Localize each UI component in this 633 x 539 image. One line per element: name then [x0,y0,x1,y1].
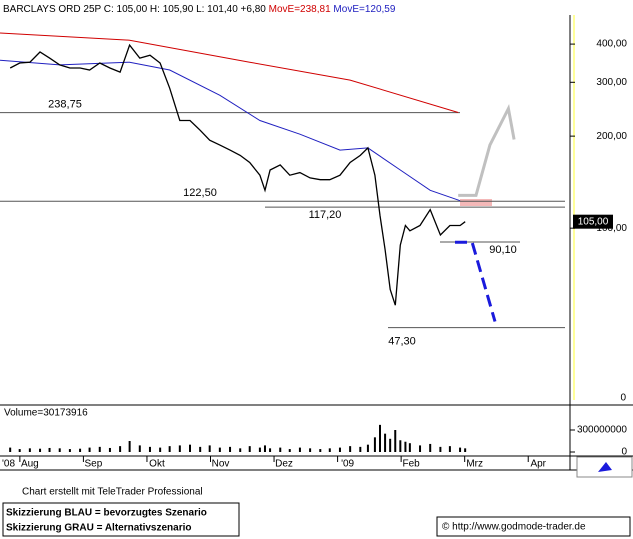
title-bg [0,3,440,16]
volume-bar [9,447,12,452]
legend-box [2,502,240,537]
x-tick-label: Dez [275,459,293,470]
x-tick-label: '09 [341,459,354,470]
volume-bar [319,449,322,452]
volume-bar [189,444,191,452]
volume-tick-label: 0 [621,447,627,458]
volume-bar [148,446,151,452]
volume-bar [128,441,131,452]
volume-bar [88,447,91,452]
volume-bar [98,446,101,452]
volume-bar [248,446,251,452]
volume-bar [269,448,272,452]
volume-bar [138,445,141,452]
volume-bar [168,446,171,452]
volume-label: Volume=30173916 [4,408,88,419]
volume-bar [199,446,202,452]
level-label: 90,10 [489,244,517,256]
volume-bar [298,447,301,452]
volume-bar [429,443,432,452]
volume-bar [263,445,266,452]
volume-bar [359,446,362,452]
volume-bar [208,445,211,452]
volume-bar [119,446,122,452]
scenario-label: Skizzierung GRAU = Alternativszenario [6,523,192,534]
volume-bar [404,441,407,452]
volume-bar [258,447,261,452]
scenario-line [458,103,516,197]
volume-bar [389,438,392,452]
source-box [436,516,631,537]
volume-bar [394,430,397,452]
volume-bar [39,448,42,452]
volume-bar [58,448,61,452]
volume-bar [108,447,111,452]
volume-bar [366,444,369,452]
volume-bar [48,447,51,452]
volume-bar [408,443,411,452]
volume-bar [229,446,232,452]
x-tick-label: Nov [212,459,230,470]
price-tag-label: 105,00 [578,216,609,227]
x-tick-label: Mrz [466,459,483,470]
volume-bar [419,445,422,452]
ma-label: MovE=238,81 [269,4,331,15]
volume-bar [338,447,341,452]
level-label: 47,30 [388,335,416,347]
tool-icon [598,462,612,472]
volume-bar [288,449,291,452]
level-label: 117,20 [309,209,342,221]
credit: Chart erstellt mit TeleTrader Profession… [22,487,203,498]
volume-bar [399,440,402,452]
level-label: 122,50 [183,187,217,199]
zone-marker [460,199,492,206]
volume-bar [349,446,352,452]
volume-bar [448,446,451,452]
volume-bar [279,447,282,452]
volume-bar [373,437,376,452]
scenario-line [455,240,497,322]
volume-bar [239,448,242,452]
volume-bar [68,449,71,452]
y-tick-label: 300,00 [596,77,627,88]
level-label: 238,75 [48,99,82,111]
volume-bar [464,448,467,452]
price-line [9,43,466,306]
chart-title: BARCLAYS ORD 25P C: 105,00 H: 105,90 L: … [3,4,396,15]
x-start-label: '08 [2,459,15,470]
volume-bar [178,445,181,452]
x-tick-label: Aug [21,459,39,470]
volume-bar [18,449,21,452]
x-tick-label: Sep [85,459,103,470]
volume-bar [379,424,381,452]
y-tick-label: 200,00 [596,131,627,142]
volume-tick-label: 300000000 [577,425,627,436]
volume-bar [79,448,82,452]
moving-average [0,59,461,202]
title: BARCLAYS ORD 25P C: 105,00 H: 105,90 L: … [3,4,266,15]
volume-bar [384,433,387,452]
volume-bar [309,448,312,452]
volume-bar [159,447,162,452]
volume-bar [218,447,221,452]
volume-bar [28,448,31,452]
scenario-label: Skizzierung BLAU = bevorzugtes Szenario [6,508,207,519]
volume-bar [439,446,442,452]
ma-label: MovE=120,59 [333,4,395,15]
source[interactable]: © http://www.godmode-trader.de [442,522,586,533]
price-tag [573,214,613,229]
volume-bar [459,447,462,452]
x-tick-label: Apr [530,459,546,470]
x-tick-label: Feb [403,459,421,470]
y-tick-label: 400,00 [596,39,627,50]
moving-average [0,32,459,113]
volume-bar [328,448,331,452]
y-bottom-label: 0 [620,393,626,404]
x-tick-label: Okt [149,459,165,470]
